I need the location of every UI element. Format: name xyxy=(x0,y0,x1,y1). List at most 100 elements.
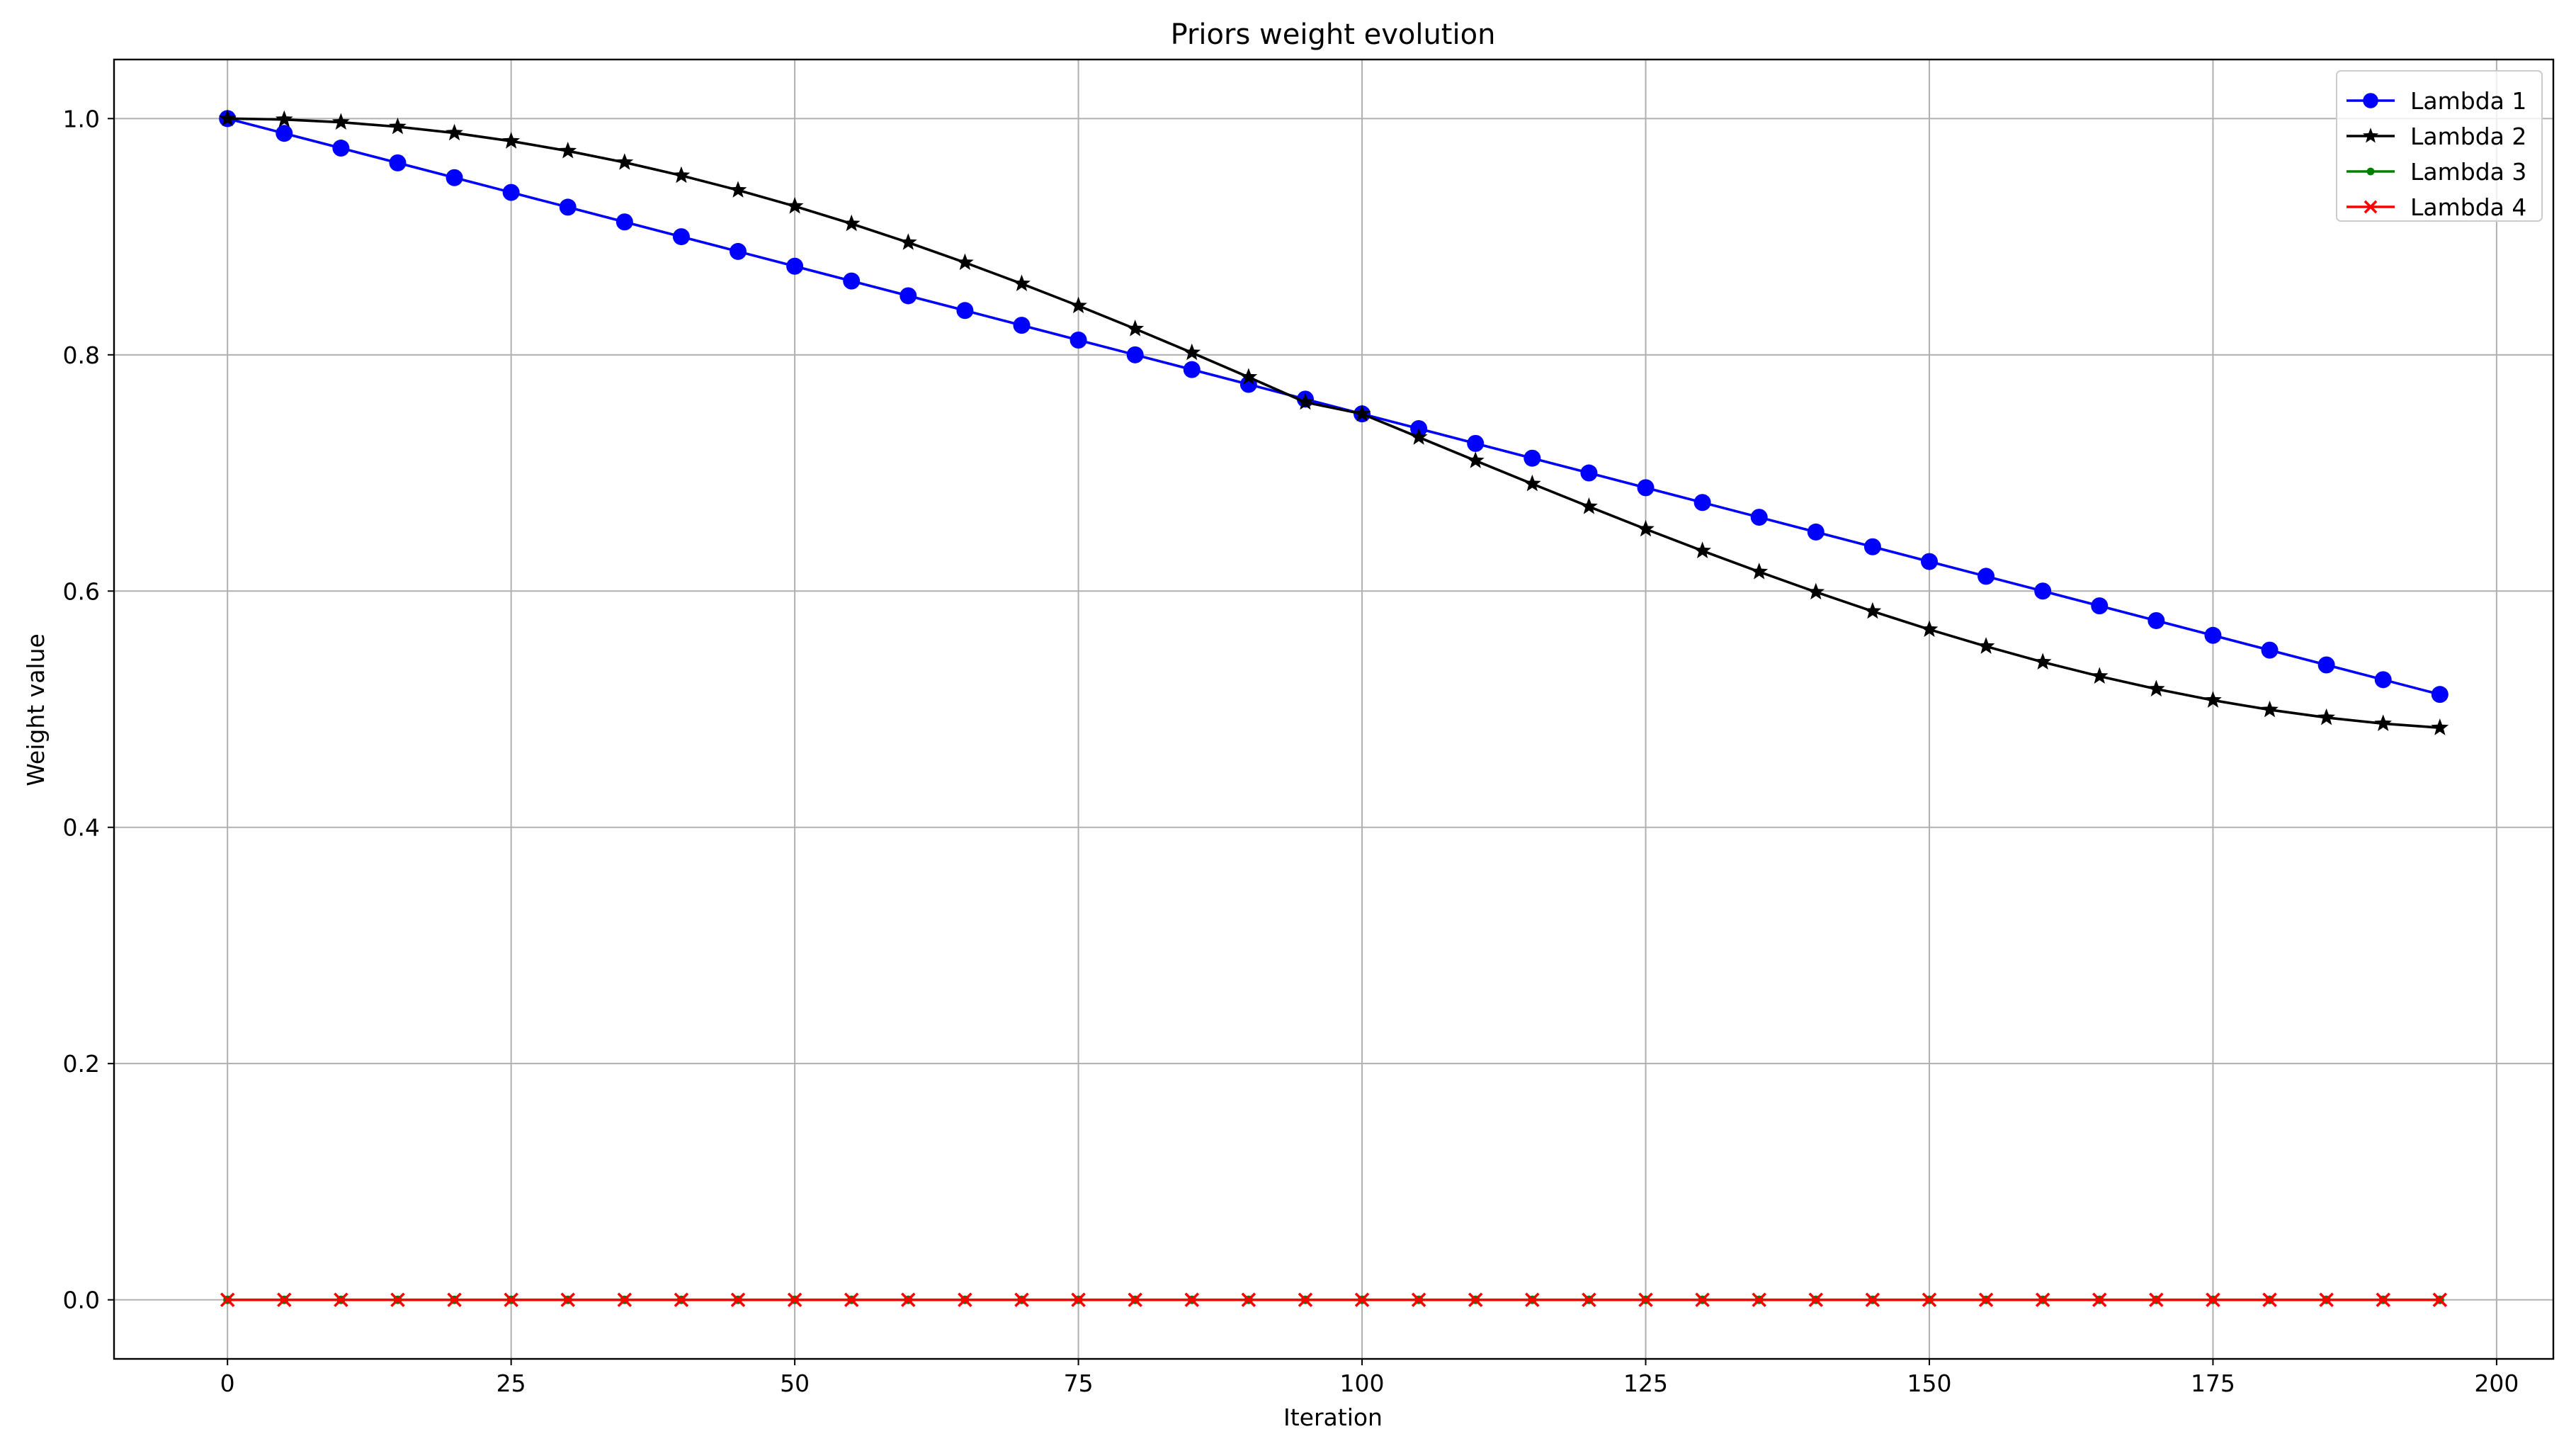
data-point-lambda-4 xyxy=(1241,1292,1256,1307)
data-point-lambda-2 xyxy=(1750,563,1769,580)
data-point-lambda-4 xyxy=(1071,1292,1086,1307)
legend-label: Lambda 3 xyxy=(2410,158,2526,186)
data-point-lambda-1 xyxy=(559,198,577,216)
legend-marker-icon xyxy=(2364,200,2378,214)
data-point-lambda-2 xyxy=(956,253,974,271)
data-point-lambda-1 xyxy=(672,228,690,246)
data-point-lambda-4 xyxy=(447,1292,462,1307)
data-point-lambda-4 xyxy=(617,1292,632,1307)
data-point-lambda-1 xyxy=(1013,317,1031,334)
x-tick-label: 100 xyxy=(1340,1370,1385,1397)
y-axis-label: Weight value xyxy=(22,633,50,786)
data-point-lambda-1 xyxy=(332,140,350,157)
data-point-lambda-4 xyxy=(1865,1292,1880,1307)
data-point-lambda-4 xyxy=(1638,1292,1653,1307)
data-point-lambda-4 xyxy=(787,1292,802,1307)
data-point-lambda-1 xyxy=(1920,553,1938,570)
data-point-lambda-2 xyxy=(1069,296,1087,314)
data-point-lambda-2 xyxy=(1807,582,1825,600)
data-point-lambda-2 xyxy=(729,181,747,198)
legend-box xyxy=(2336,70,2543,222)
data-point-lambda-1 xyxy=(843,272,861,290)
data-point-lambda-1 xyxy=(1863,538,1881,555)
data-point-lambda-1 xyxy=(786,257,804,275)
data-point-lambda-4 xyxy=(1014,1292,1029,1307)
legend: Lambda 1 Lambda 2 Lambda 3 Lambda 4 xyxy=(2336,70,2543,222)
data-point-lambda-1 xyxy=(1183,361,1201,378)
data-point-lambda-2 xyxy=(1183,343,1201,361)
data-point-lambda-4 xyxy=(2262,1292,2277,1307)
data-point-lambda-4 xyxy=(2432,1292,2448,1307)
data-point-lambda-2 xyxy=(1580,497,1598,514)
data-point-lambda-4 xyxy=(390,1292,405,1307)
data-point-lambda-4 xyxy=(901,1292,916,1307)
legend-item-lambda-1: Lambda 1 xyxy=(2347,87,2526,115)
data-point-lambda-4 xyxy=(560,1292,576,1307)
data-point-lambda-4 xyxy=(1695,1292,1710,1307)
data-point-lambda-4 xyxy=(1922,1292,1937,1307)
data-point-lambda-4 xyxy=(504,1292,518,1307)
y-tick-label: 0.8 xyxy=(63,341,100,369)
data-point-lambda-4 xyxy=(2149,1292,2164,1307)
data-point-lambda-2 xyxy=(2431,718,2449,735)
data-point-lambda-1 xyxy=(2147,611,2165,629)
data-point-lambda-1 xyxy=(2204,626,2222,644)
tick-layer: 0 25 50 75 100 125 150 175 200 0.0 0.2 0.4 0.6 0.8 1.0 xyxy=(63,105,2519,1397)
data-point-lambda-1 xyxy=(1126,346,1144,363)
data-point-lambda-1 xyxy=(1069,331,1087,349)
data-point-lambda-1 xyxy=(389,154,407,171)
data-point-lambda-1 xyxy=(1524,449,1541,467)
series-line-lambda-2 xyxy=(227,117,2440,729)
x-tick-label: 50 xyxy=(780,1370,810,1397)
data-point-lambda-2 xyxy=(559,142,577,159)
data-point-lambda-2 xyxy=(615,153,634,170)
data-point-lambda-4 xyxy=(220,1292,235,1307)
data-point-lambda-4 xyxy=(1128,1292,1142,1307)
series-lambda-2 xyxy=(218,109,2449,735)
x-tick-label: 25 xyxy=(497,1370,526,1397)
x-tick-label: 0 xyxy=(220,1370,235,1397)
y-tick-label: 1.0 xyxy=(63,105,100,132)
data-point-lambda-2 xyxy=(2204,691,2222,708)
data-point-lambda-2 xyxy=(672,166,691,184)
data-point-lambda-2 xyxy=(389,117,407,135)
y-tick-label: 0.0 xyxy=(63,1287,100,1314)
data-point-lambda-4 xyxy=(1978,1292,1994,1307)
data-point-lambda-4 xyxy=(1298,1292,1313,1307)
data-point-lambda-1 xyxy=(730,242,747,260)
legend-item-lambda-2: Lambda 2 xyxy=(2347,123,2526,150)
data-point-lambda-2 xyxy=(2317,708,2335,726)
data-point-lambda-1 xyxy=(1637,479,1655,497)
data-point-lambda-4 xyxy=(730,1292,746,1307)
data-point-lambda-2 xyxy=(332,113,350,130)
data-point-lambda-2 xyxy=(1466,451,1485,468)
data-point-lambda-2 xyxy=(842,214,861,232)
data-point-lambda-2 xyxy=(2090,667,2109,684)
plot-frame xyxy=(113,58,2555,1360)
data-point-lambda-1 xyxy=(2034,582,2052,600)
data-point-lambda-2 xyxy=(2147,679,2165,697)
legend-label: Lambda 1 xyxy=(2410,87,2526,115)
legend-marker-icon xyxy=(2362,128,2379,143)
legend-marker-icon xyxy=(2363,93,2378,108)
data-point-lambda-4 xyxy=(2206,1292,2220,1307)
legend-label: Lambda 2 xyxy=(2410,123,2526,150)
data-point-lambda-2 xyxy=(218,109,237,126)
x-tick-label: 150 xyxy=(1907,1370,1951,1397)
data-point-lambda-1 xyxy=(956,302,974,320)
data-point-lambda-4 xyxy=(674,1292,689,1307)
legend-marker-icon xyxy=(2366,167,2375,176)
legend-label: Lambda 4 xyxy=(2410,193,2526,221)
y-tick-label: 0.2 xyxy=(63,1050,100,1078)
data-point-lambda-4 xyxy=(2035,1292,2050,1307)
data-point-lambda-1 xyxy=(1580,464,1598,482)
series-line-lambda-1 xyxy=(227,117,2441,696)
data-point-lambda-2 xyxy=(1863,602,1882,619)
data-point-lambda-2 xyxy=(1126,320,1145,337)
y-tick-label: 0.6 xyxy=(63,577,100,605)
data-point-lambda-4 xyxy=(1752,1292,1766,1307)
data-point-lambda-4 xyxy=(844,1292,859,1307)
data-point-lambda-4 xyxy=(1582,1292,1596,1307)
